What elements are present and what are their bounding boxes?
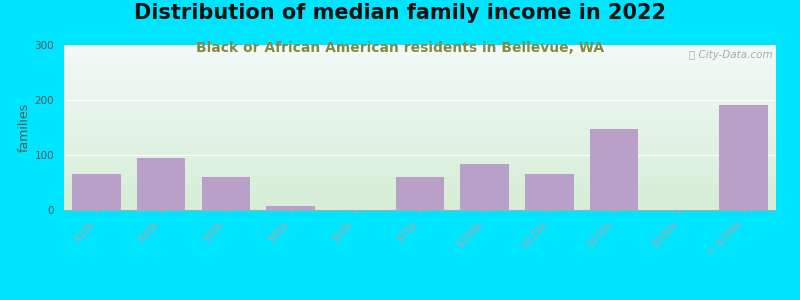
Y-axis label: families: families bbox=[18, 103, 30, 152]
Text: ⓘ City-Data.com: ⓘ City-Data.com bbox=[689, 50, 773, 60]
Bar bbox=[525, 174, 574, 210]
Text: Distribution of median family income in 2022: Distribution of median family income in … bbox=[134, 3, 666, 23]
Bar bbox=[590, 129, 638, 210]
Bar bbox=[719, 106, 768, 210]
Bar bbox=[396, 177, 444, 210]
Bar bbox=[137, 158, 186, 210]
Bar bbox=[202, 177, 250, 210]
Bar bbox=[72, 174, 121, 210]
Bar bbox=[461, 164, 509, 210]
Bar bbox=[266, 206, 315, 210]
Text: Black or African American residents in Bellevue, WA: Black or African American residents in B… bbox=[196, 40, 604, 55]
